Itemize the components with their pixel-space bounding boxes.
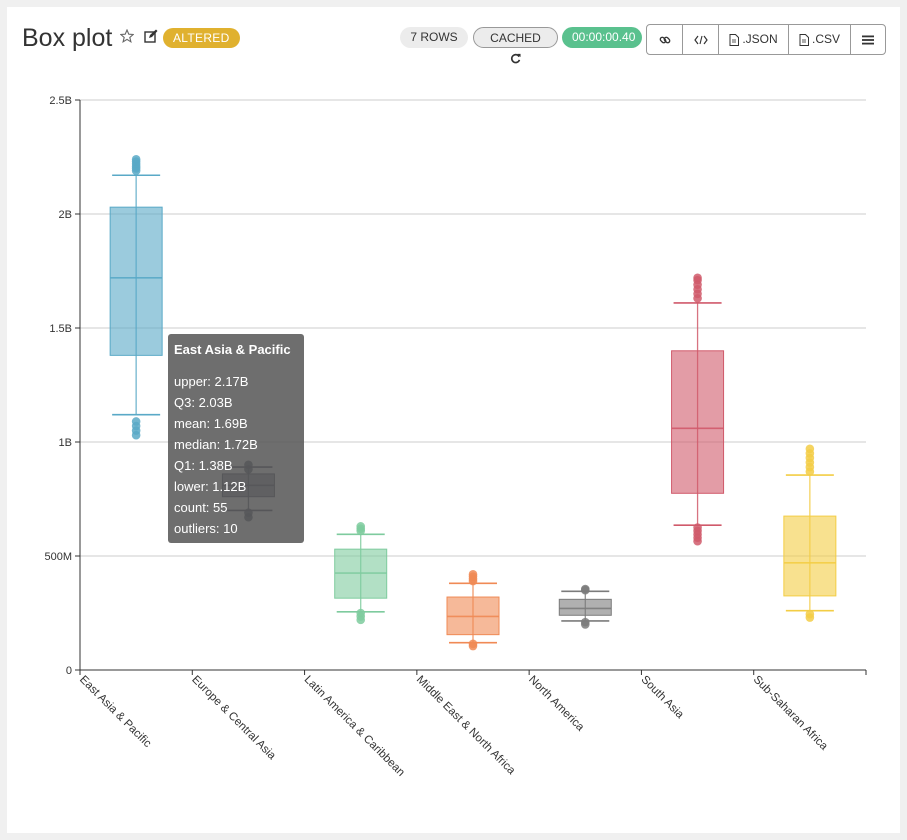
x-tick-label: Sub-Saharan Africa <box>751 674 830 753</box>
x-tick-label: Europe & Central Asia <box>189 674 278 763</box>
share-link-button[interactable] <box>647 25 683 54</box>
chart-title: Box plot <box>22 24 113 52</box>
outlier-point <box>131 417 141 426</box>
y-tick-label: 0 <box>66 665 72 677</box>
more-options-button[interactable] <box>851 25 885 54</box>
altered-badge: ALTERED <box>163 28 240 48</box>
link-icon <box>659 36 670 43</box>
cached-label: CACHED <box>490 31 541 45</box>
refresh-icon <box>510 53 521 64</box>
export-json-label: .JSON <box>742 32 778 46</box>
y-tick-label: 2.5B <box>49 95 72 107</box>
tooltip-title: East Asia & Pacific <box>174 342 291 357</box>
export-csv-label: .CSV <box>811 32 840 46</box>
file-icon <box>729 33 740 46</box>
tooltip-row-outliers: outliers: 10 <box>174 521 238 536</box>
box-group <box>109 154 163 440</box>
query-timer-badge: 00:00:00.40 <box>562 27 642 48</box>
outlier-point <box>693 523 702 532</box>
x-tick-label: North America <box>526 674 586 734</box>
tooltip-row-count: count: 55 <box>174 500 228 515</box>
box-plot-chart: 0 500M 1B 1.5B 2B 2.5B East Asia & Pacific Euro… <box>44 95 867 779</box>
outlier-point <box>805 609 815 619</box>
tooltip-row-lower: lower: 1.12B <box>174 479 247 494</box>
edit-icon[interactable] <box>144 29 158 43</box>
x-tick-label: Middle East & North Africa <box>414 674 518 778</box>
hamburger-menu-icon <box>862 35 874 44</box>
cached-badge[interactable]: CACHED <box>473 27 558 64</box>
row-count-badge: 7 ROWS <box>400 27 468 48</box>
chart-tooltip: East Asia & Pacific upper: 2.17B Q3: 2.0… <box>168 334 304 543</box>
tooltip-row-median: median: 1.72B <box>174 437 258 452</box>
outlier-point <box>356 608 366 618</box>
code-icon <box>693 35 708 44</box>
box-group <box>671 273 725 546</box>
box-group <box>334 522 388 625</box>
tooltip-row-upper: upper: 2.17B <box>174 374 249 389</box>
x-tick-label: Latin America & Caribbean <box>302 674 407 779</box>
iqr-box <box>671 350 725 494</box>
x-tick-label: East Asia & Pacific <box>77 674 153 750</box>
export-json-button[interactable]: .JSON <box>719 25 789 54</box>
y-tick-label: 2B <box>59 209 72 221</box>
y-tick-label: 500M <box>44 551 72 563</box>
file-icon <box>799 33 809 46</box>
outlier-point <box>580 617 590 627</box>
tooltip-row-q3: Q3: 2.03B <box>174 395 233 410</box>
export-csv-button[interactable]: .CSV <box>789 25 851 54</box>
box-group <box>558 584 612 629</box>
outlier-point <box>131 154 141 164</box>
tooltip-row-mean: mean: 1.69B <box>174 416 248 431</box>
y-tick-label: 1B <box>59 437 72 449</box>
outlier-point <box>356 522 366 531</box>
outlier-point <box>468 639 478 649</box>
x-tick-label: South Asia <box>638 674 686 722</box>
chart-header: Box plot ALTERED 7 ROWS CACHED 00:00:00.… <box>7 7 900 71</box>
star-icon[interactable] <box>120 29 134 43</box>
box-group <box>446 569 500 651</box>
iqr-box <box>783 515 837 597</box>
tooltip-row-q1: Q1: 1.38B <box>174 458 233 473</box>
view-query-button[interactable] <box>683 25 719 54</box>
outlier-point <box>805 444 815 454</box>
iqr-box <box>558 598 612 616</box>
outlier-point <box>693 273 702 283</box>
outlier-point <box>580 584 590 594</box>
box-group <box>783 444 837 622</box>
outlier-point <box>468 569 478 579</box>
chart-card: Box plot ALTERED 7 ROWS CACHED 00:00:00.… <box>7 7 900 833</box>
action-button-group: .JSON .CSV <box>646 24 886 55</box>
iqr-box <box>109 206 163 356</box>
y-tick-label: 1.5B <box>49 323 72 335</box>
